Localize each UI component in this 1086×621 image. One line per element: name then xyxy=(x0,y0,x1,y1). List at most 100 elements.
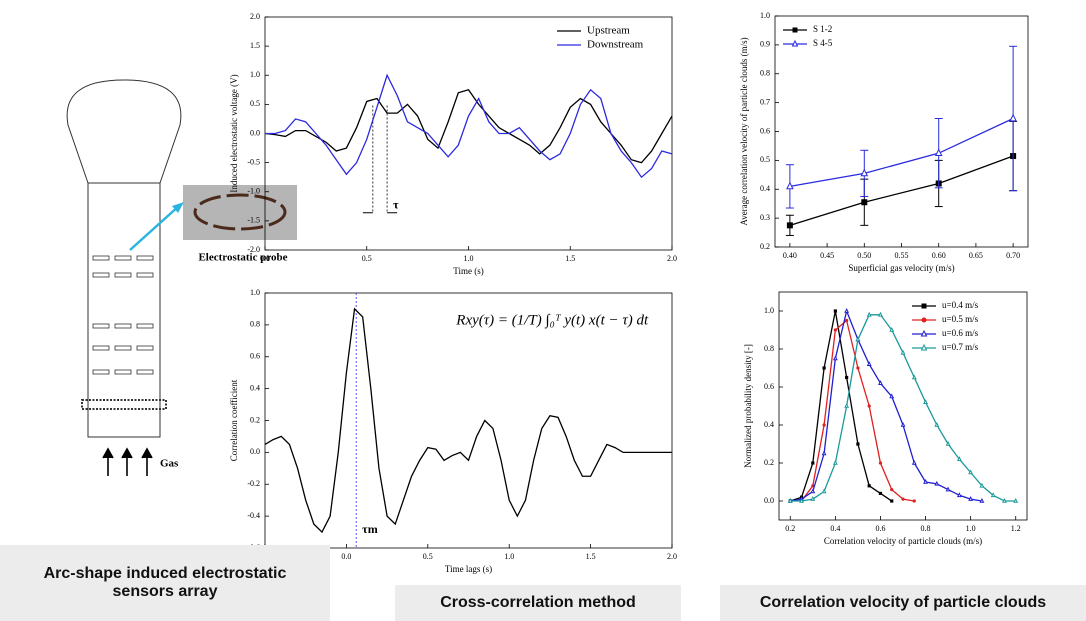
x-tick-label: 2.0 xyxy=(667,552,677,561)
legend-marker xyxy=(921,317,927,323)
gas-label: Gas xyxy=(160,458,179,470)
point xyxy=(855,336,861,342)
y-tick-label: 1.5 xyxy=(250,41,260,50)
series-line xyxy=(264,307,672,534)
probe-ring xyxy=(193,193,287,231)
probe-label: Electrostatic probe xyxy=(198,252,287,264)
legend-marker xyxy=(791,39,799,47)
point xyxy=(822,423,826,427)
x-tick-label: 1.0 xyxy=(966,524,976,533)
y-tick-label: 0.8 xyxy=(764,344,774,353)
x-axis-label: Superficial gas velocity (m/s) xyxy=(848,263,954,273)
point xyxy=(900,421,906,427)
legend-label: S 1-2 xyxy=(813,24,832,34)
y-tick-label: 0.4 xyxy=(250,383,260,392)
point xyxy=(861,199,868,206)
point xyxy=(832,459,838,465)
funnel xyxy=(66,79,182,184)
point xyxy=(810,496,816,501)
point xyxy=(1009,113,1017,122)
x-axis-label: Correlation velocity of particle clouds … xyxy=(824,536,982,546)
point xyxy=(990,492,996,498)
y-tick-label: 1.0 xyxy=(760,11,770,20)
point xyxy=(786,181,794,190)
y-tick-label: -2.0 xyxy=(247,245,260,254)
annotation: τ xyxy=(393,197,399,211)
legend-label: Downstream xyxy=(587,39,644,51)
point xyxy=(856,366,860,370)
legend-label: u=0.4 m/s xyxy=(942,300,979,310)
point xyxy=(945,440,951,446)
y-tick-label: -1.5 xyxy=(247,216,260,225)
series-line xyxy=(790,310,893,502)
point xyxy=(956,492,962,498)
point xyxy=(833,309,837,313)
y-axis-label: Normalized probability density [-] xyxy=(743,344,753,468)
x-tick-label: 1.0 xyxy=(504,552,514,561)
y-tick-label: -0.5 xyxy=(247,157,260,166)
x-tick-label: 0.0 xyxy=(260,254,270,263)
y-tick-label: 1.0 xyxy=(250,70,260,79)
point xyxy=(968,469,974,475)
point xyxy=(889,326,895,332)
point xyxy=(934,421,940,427)
probe-pointer-head xyxy=(172,202,184,213)
caption: Arc-shape induced electrostatic sensors … xyxy=(0,545,330,621)
y-tick-label: 0.0 xyxy=(250,128,260,137)
y-tick-label: 0.0 xyxy=(764,496,774,505)
x-tick-label: 0.5 xyxy=(423,552,433,561)
point xyxy=(844,402,850,408)
x-tick-label: 0.8 xyxy=(921,524,931,533)
distributor xyxy=(81,399,167,410)
point xyxy=(934,480,940,486)
point xyxy=(923,399,928,404)
legend-label: S 4-5 xyxy=(813,38,833,48)
y-tick-label: 0.6 xyxy=(250,352,260,361)
y-axis-label: Induced electrostatic voltage (V) xyxy=(229,74,239,192)
caption: Cross-correlation method xyxy=(395,585,681,621)
point xyxy=(979,497,985,503)
y-tick-label: 1.0 xyxy=(250,288,260,297)
plot-frame xyxy=(778,291,1028,521)
sensor-diagram xyxy=(66,79,297,476)
series-line xyxy=(789,117,1014,188)
plot-frame xyxy=(264,292,673,549)
y-tick-label: -1.0 xyxy=(247,187,260,196)
probe-rows xyxy=(92,255,154,375)
point xyxy=(866,311,872,317)
point xyxy=(786,222,793,229)
point xyxy=(833,328,837,332)
x-tick-label: 0.60 xyxy=(932,251,946,260)
x-tick-label: 0.0 xyxy=(341,552,351,561)
formula: Rxy(τ) = (1/T) ∫₀ᵀ y(t) x(t − τ) dt xyxy=(455,312,649,328)
caption: Correlation velocity of particle clouds xyxy=(720,585,1086,621)
point xyxy=(845,318,849,323)
point xyxy=(860,168,869,177)
y-tick-label: 0.6 xyxy=(764,382,774,391)
probe-pointer xyxy=(129,204,181,251)
x-tick-label: 1.5 xyxy=(586,552,596,561)
x-tick-label: 1.2 xyxy=(1011,524,1021,533)
point xyxy=(912,499,916,503)
y-tick-label: 0.5 xyxy=(250,99,260,108)
y-tick-label: 0.6 xyxy=(760,126,770,135)
point xyxy=(832,355,838,361)
x-axis-label: Time (s) xyxy=(453,266,483,276)
point xyxy=(878,380,883,385)
point xyxy=(821,450,827,456)
legend-label: Upstream xyxy=(587,25,630,37)
series-line xyxy=(265,73,673,179)
plot-frame xyxy=(774,15,1029,248)
y-tick-label: 0.3 xyxy=(760,213,770,222)
point xyxy=(889,393,895,399)
series-line xyxy=(264,89,673,164)
y-tick-label: 0.4 xyxy=(760,184,770,193)
series-line xyxy=(790,314,1016,502)
legend-label: u=0.5 m/s xyxy=(942,314,979,324)
x-tick-label: 2.0 xyxy=(667,254,677,263)
point xyxy=(867,484,871,488)
legend-label: u=0.6 m/s xyxy=(942,328,979,338)
x-tick-label: 0.5 xyxy=(362,254,372,263)
